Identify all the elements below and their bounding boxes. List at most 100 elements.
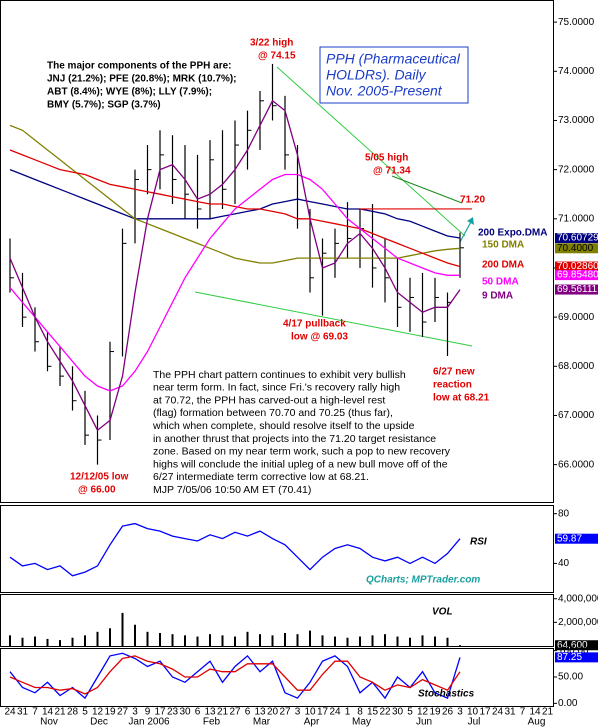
components: ABT (8.4%); WYE (8%); LLY (7.9%); [47, 87, 212, 98]
x-tick-label: 24 [492, 707, 504, 718]
annotation: 5/05 high [365, 153, 408, 164]
trendline [276, 66, 466, 237]
month-label: May [352, 717, 371, 727]
x-tick-label: 13 [254, 707, 266, 718]
last-value-label: 69.56111 [557, 284, 598, 295]
last-value-label: 69.85480 [557, 270, 598, 281]
month-label: Nov [40, 717, 58, 727]
x-tick-label: 31 [17, 707, 29, 718]
x-tick-label: 20 [267, 707, 279, 718]
x-tick-label: 7 [520, 707, 526, 718]
x-tick-label: 24 [4, 707, 16, 718]
series-line [9, 168, 461, 239]
arrow-head [467, 217, 474, 225]
annotation: 3/22 high [250, 38, 293, 49]
title-box [319, 46, 469, 104]
x-tick-label: 30 [392, 707, 404, 718]
last-value-box [555, 652, 598, 663]
x-tick-label: 1 [345, 707, 351, 718]
series-line [9, 173, 460, 392]
panel-label: VOL [432, 607, 453, 618]
panel-label: RSI [470, 537, 487, 548]
x-tick-label: 6 [245, 707, 251, 718]
annotation: reaction [433, 380, 472, 391]
y-tick-label: 0.00 [558, 698, 578, 709]
x-tick-label: 15 [367, 707, 379, 718]
legend-label: 9 DMA [482, 291, 513, 302]
commentary: at 70.72, the PPH has carved-out a high-… [153, 394, 385, 406]
chart-title: Nov. 2005-Present [326, 83, 443, 99]
y-tick-label: 72.0000 [558, 164, 595, 175]
y-tick-label: 4,000,000 [558, 593, 598, 604]
month-label: Dec [90, 717, 108, 727]
x-tick-label: 23 [167, 707, 179, 718]
x-tick-label: 26 [442, 707, 454, 718]
commentary: MJP 7/05/06 10:50 AM ET (70.41) [153, 484, 311, 496]
last-value-box [555, 270, 598, 281]
panel-frame [0, 505, 554, 593]
last-value-label: 59.87 [557, 533, 582, 544]
commentary: highs will conclude the initial upleg of… [153, 458, 448, 470]
commentary: zone. Based on my near term work, such a… [153, 446, 451, 458]
x-tick-label: 21 [54, 707, 66, 718]
series-line [9, 99, 461, 432]
month-label: Jul [468, 717, 481, 727]
legend-label: 200 DMA [482, 260, 524, 271]
components: JNJ (21.2%); PFE (20.8%); MRK (10.7%); [47, 74, 237, 85]
x-tick-label: 17 [479, 707, 491, 718]
legend-label: 150 DMA [482, 240, 524, 251]
y-tick-label: 74.0000 [558, 66, 595, 77]
y-tick-label: 40 [558, 558, 570, 569]
commentary: (flag) formation between 70.70 and 70.25… [153, 407, 393, 419]
pointer [391, 175, 463, 204]
x-tick-label: 7 [32, 707, 38, 718]
commentary: The PPH chart pattern continues to exhib… [153, 369, 406, 381]
x-tick-label: 17 [154, 707, 166, 718]
series-line [9, 652, 461, 700]
last-value-box [555, 233, 598, 244]
x-tick-label: 3 [132, 707, 138, 718]
y-tick-label: 71.0000 [558, 213, 595, 224]
month-label: Jan 2006 [128, 717, 170, 727]
legend-label: 50 DMA [482, 277, 519, 288]
x-tick-label: 10 [304, 707, 316, 718]
y-tick-label: 50.00 [558, 672, 583, 683]
trendline [194, 291, 473, 347]
y-tick-label: 100.00 [558, 645, 589, 656]
panel-frame [0, 594, 554, 647]
last-value-box [555, 533, 598, 544]
y-tick-label: 75.0000 [558, 17, 595, 28]
legend-label: 200 Expo.DMA [478, 228, 547, 239]
month-label: Feb [203, 717, 221, 727]
y-tick-label: 66.0000 [558, 459, 595, 470]
annotation: 4/17 pullback [283, 319, 346, 330]
month-label: Mar [253, 717, 271, 727]
panel-label: Stochastics [418, 689, 475, 700]
last-value-label: 70.60729 [557, 233, 598, 244]
last-value-label: 87.25 [557, 652, 582, 663]
annotation: @ 71.34 [373, 166, 411, 177]
last-value-label: 70.02860 [557, 261, 598, 272]
x-tick-label: 27 [117, 707, 129, 718]
x-tick-label: 19 [104, 707, 116, 718]
x-tick-label: 27 [229, 707, 241, 718]
arrow [459, 219, 473, 243]
panel-frame [0, 0, 554, 503]
x-tick-label: 9 [145, 707, 151, 718]
x-tick-label: 5 [407, 707, 413, 718]
y-tick-label: 2,000,000 [558, 617, 598, 628]
x-tick-label: 21 [217, 707, 229, 718]
resistance-label: 71.20 [460, 195, 485, 206]
commentary: which when complete, should resolve itse… [152, 420, 415, 432]
month-label: Apr [304, 717, 320, 727]
series-line [9, 522, 461, 577]
annotation: 6/27 new [433, 367, 475, 378]
last-value-box [555, 243, 598, 254]
x-tick-label: 30 [179, 707, 191, 718]
annotation: low @ 69.03 [291, 332, 348, 343]
x-tick-label: 14 [42, 707, 54, 718]
x-tick-label: 10 [467, 707, 479, 718]
x-tick-label: 5 [82, 707, 88, 718]
y-tick-label: 73.0000 [558, 115, 595, 126]
